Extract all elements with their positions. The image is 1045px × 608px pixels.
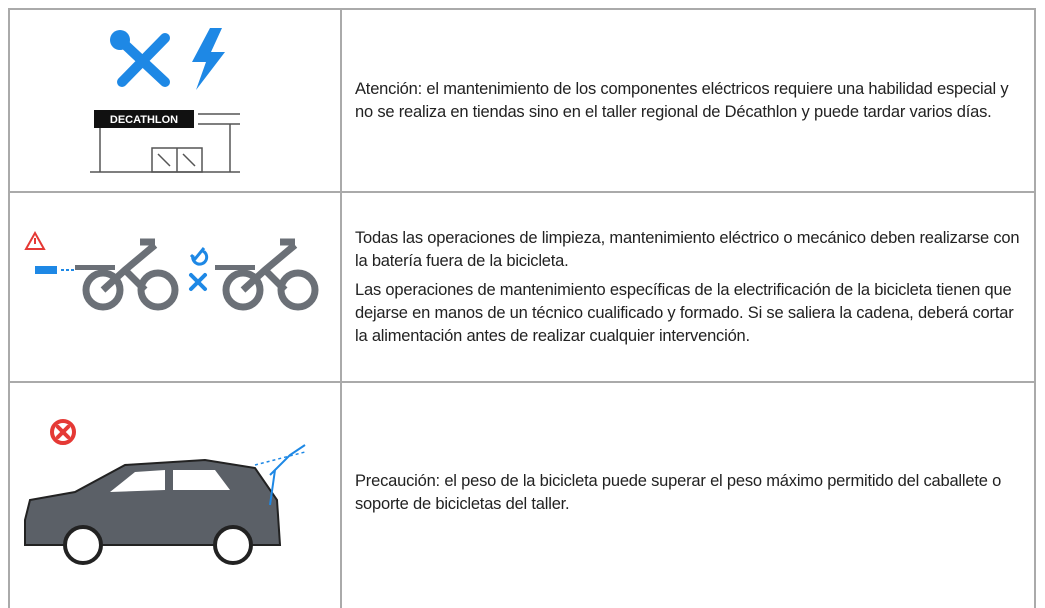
- battery-removal-icon: [24, 230, 319, 311]
- table-frame: [8, 8, 1036, 608]
- car-rack-icon: [24, 419, 306, 565]
- workshop-icon: DECATHLON: [90, 28, 240, 173]
- column-divider: [340, 8, 342, 608]
- row-text: Precaución: el peso de la bicicleta pued…: [355, 383, 1020, 603]
- store-logo: DECATHLON: [110, 114, 178, 126]
- row-divider: [8, 381, 1036, 383]
- paragraph: Atención: el mantenimiento de los compon…: [355, 79, 1009, 121]
- row-divider: [8, 191, 1036, 193]
- paragraph: Todas las operaciones de limpieza, mante…: [355, 228, 1020, 270]
- row-text: Todas las operaciones de limpieza, mante…: [355, 193, 1020, 381]
- row-text: Atención: el mantenimiento de los compon…: [355, 10, 1020, 191]
- paragraph: Precaución: el peso de la bicicleta pued…: [355, 472, 1002, 513]
- paragraph: Las operaciones de mantenimiento específ…: [355, 280, 1014, 345]
